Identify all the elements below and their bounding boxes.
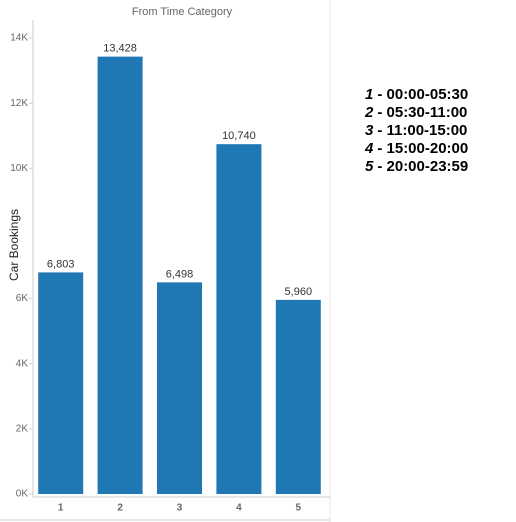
legend-text: - 15:00-20:00 <box>377 140 468 157</box>
chart-title: From Time Category <box>132 6 233 18</box>
x-tick-label: 5 <box>296 503 302 514</box>
legend-entry: 4- 15:00-20:00 <box>364 140 468 157</box>
bar <box>97 56 143 494</box>
legend-entry: 5- 20:00-23:59 <box>365 158 468 175</box>
x-tick-label: 3 <box>177 503 183 514</box>
value-label: 13,428 <box>103 43 137 55</box>
legend-entry: 3- 11:00-15:00 <box>365 122 467 139</box>
legend-text: - 00:00-05:30 <box>377 86 468 103</box>
y-axis-title: Car Bookings <box>7 209 21 281</box>
legend-entry: 1- 00:00-05:30 <box>365 86 468 103</box>
value-label: 6,803 <box>47 258 75 270</box>
value-label: 6,498 <box>166 268 194 280</box>
legend-key: 5 <box>365 158 374 175</box>
y-tick-label: 14K <box>10 33 28 44</box>
y-tick-label: 0K <box>16 489 29 500</box>
legend-text: - 20:00-23:59 <box>377 158 468 175</box>
y-tick-label: 2K <box>16 423 29 434</box>
value-label: 10,740 <box>222 130 256 142</box>
bar <box>275 299 321 494</box>
y-tick-label: 10K <box>10 163 28 174</box>
bar <box>216 144 262 494</box>
legend-key: 2 <box>364 104 374 121</box>
bar <box>157 282 202 494</box>
y-tick-label: 4K <box>16 358 29 369</box>
value-label: 5,960 <box>285 286 313 298</box>
y-tick-label: 12K <box>10 98 28 109</box>
y-tick-label: 6K <box>16 293 29 304</box>
legend-key: 1 <box>365 86 373 103</box>
x-tick-label: 4 <box>236 503 242 514</box>
bar <box>38 272 84 494</box>
legend-key: 4 <box>364 140 374 157</box>
legend-entry: 2- 05:30-11:00 <box>364 104 467 121</box>
legend-text: - 11:00-15:00 <box>377 122 467 139</box>
legend-key: 3 <box>365 122 374 139</box>
legend-text: - 05:30-11:00 <box>377 104 467 121</box>
x-tick-label: 2 <box>117 503 123 514</box>
x-tick-label: 1 <box>58 503 64 514</box>
